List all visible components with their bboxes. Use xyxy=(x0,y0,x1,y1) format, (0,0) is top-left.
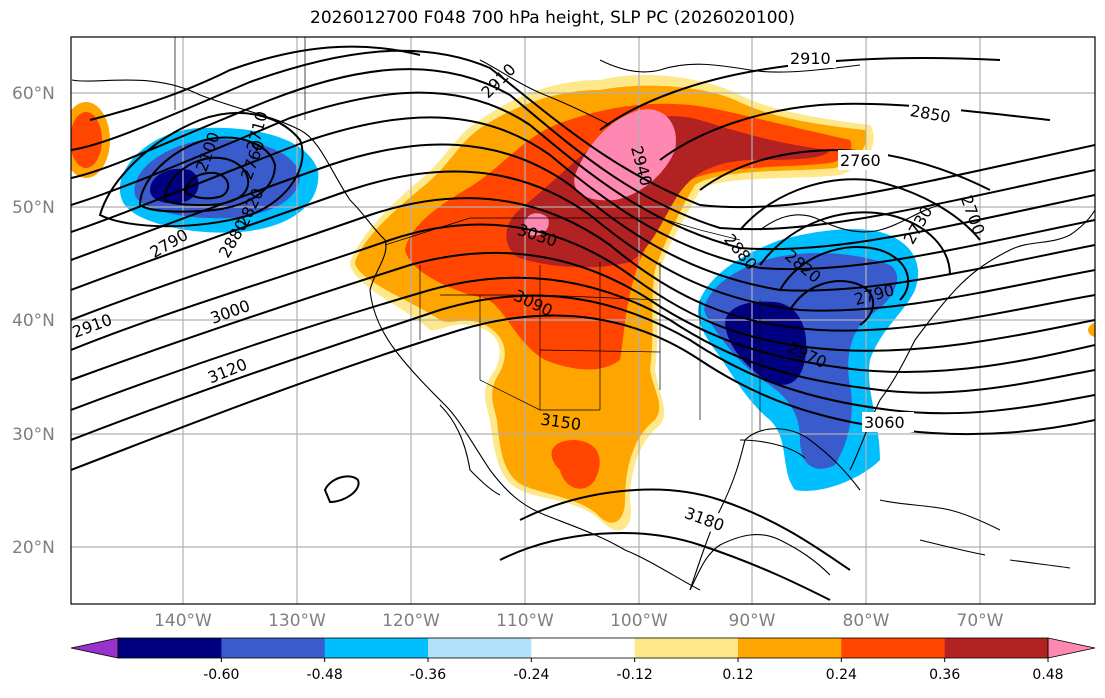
lon-label: 120°W xyxy=(382,611,440,631)
colorbar-segment xyxy=(428,638,532,658)
colorbar-segment xyxy=(531,638,636,658)
latitude-labels: 60°N 50°N 40°N 30°N 20°N xyxy=(12,84,55,558)
lat-label: 50°N xyxy=(12,198,55,218)
lat-label: 30°N xyxy=(12,425,55,445)
colorbar-tick-label: -0.24 xyxy=(513,667,549,683)
colorbar-tick-label: -0.60 xyxy=(203,667,239,683)
contour-label: 2910 xyxy=(790,49,831,68)
lat-label: 20°N xyxy=(12,538,55,558)
colorbar: -0.60 -0.48 -0.36 -0.24 -0.12 0.12 0.24 0.36 0.4… xyxy=(70,637,1096,683)
longitude-labels: 140°W 130°W 120°W 110°W 100°W 90°W 80°W … xyxy=(154,611,1004,631)
lon-label: 70°W xyxy=(957,611,1004,631)
colorbar-segment xyxy=(738,638,842,658)
colorbar-segment xyxy=(324,638,429,658)
lat-label: 60°N xyxy=(12,84,55,104)
contour-label: 3060 xyxy=(864,413,905,432)
colorbar-tick-label: 0.24 xyxy=(826,667,857,683)
colorbar-tick-label: 0.12 xyxy=(722,667,753,683)
lon-label: 100°W xyxy=(610,611,668,631)
colorbar-segment xyxy=(944,638,1049,658)
colorbar-tick-label: -0.36 xyxy=(410,667,446,683)
colorbar-segment xyxy=(118,638,222,658)
lat-label: 40°N xyxy=(12,311,55,331)
lon-label: 140°W xyxy=(154,611,212,631)
colorbar-tick-label: 0.36 xyxy=(929,667,960,683)
colorbar-segment xyxy=(634,638,739,658)
lon-label: 110°W xyxy=(496,611,554,631)
colorbar-segment xyxy=(221,638,326,658)
colorbar-tick-label: -0.12 xyxy=(617,667,653,683)
lon-label: 130°W xyxy=(268,611,326,631)
lon-label: 90°W xyxy=(729,611,776,631)
height-contours xyxy=(71,45,1095,601)
colorbar-tick-label: -0.48 xyxy=(307,667,343,683)
lon-label: 80°W xyxy=(843,611,890,631)
colorbar-segment xyxy=(841,638,946,658)
colorbar-extend-high xyxy=(1047,637,1096,659)
colorbar-tick-label: 0.48 xyxy=(1032,667,1063,683)
colorbar-extend-low xyxy=(70,637,119,659)
borders xyxy=(174,37,761,430)
contour-label: 2760 xyxy=(840,151,881,170)
map-title: 2026012700 F048 700 hPa height, SLP PC (… xyxy=(310,8,795,28)
